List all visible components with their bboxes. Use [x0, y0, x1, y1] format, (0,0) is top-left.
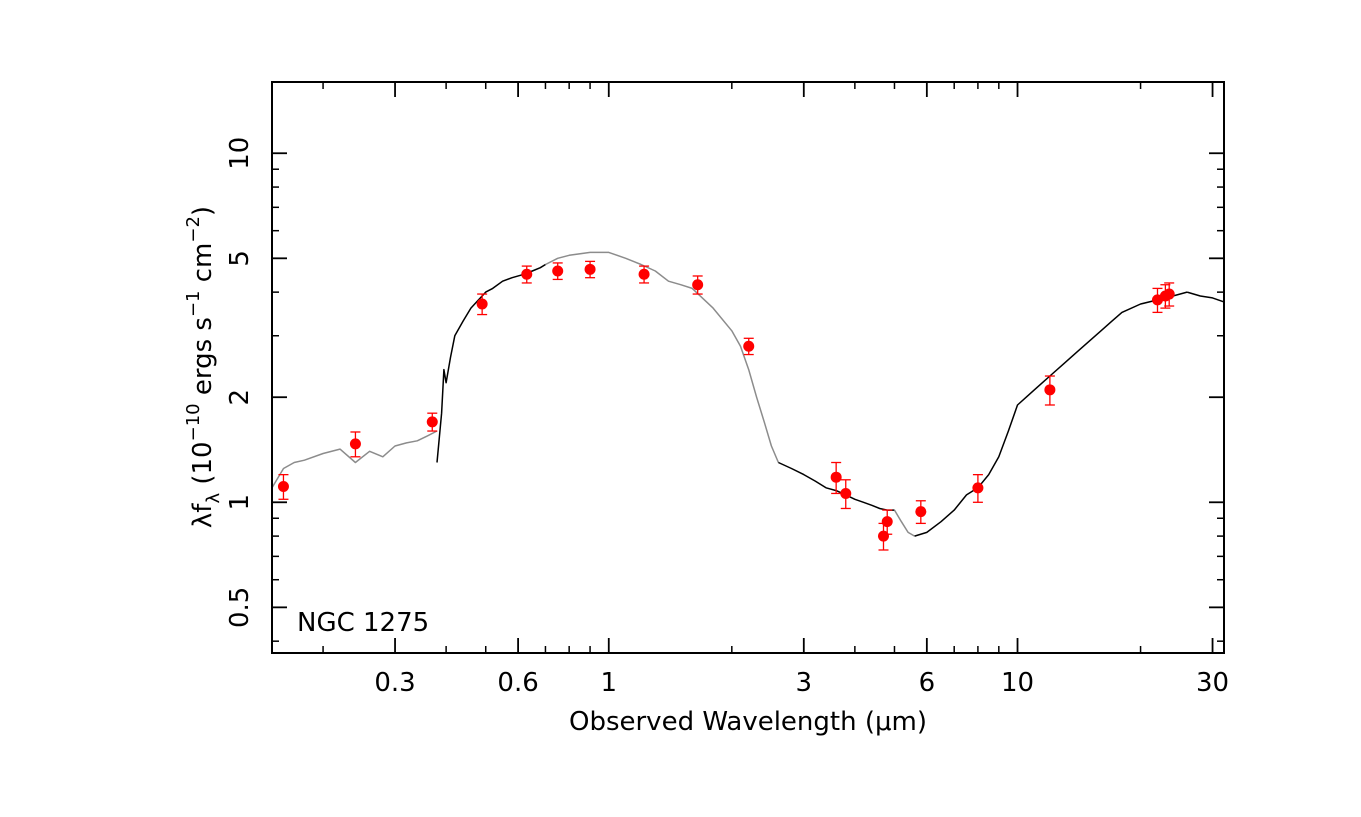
photometry-point [1151, 287, 1163, 314]
y-axis-title-mid1: ergs s [188, 317, 218, 403]
object-annotation: NGC 1275 [297, 608, 429, 638]
y-tick-label: 1 [225, 494, 255, 511]
x-axis-title-mu: μ [875, 707, 892, 737]
series-layer [271, 251, 1225, 537]
x-tick-label: 3 [796, 668, 813, 698]
photometry-marker [972, 482, 984, 494]
tick-labels-layer: 0.3 0.6 1 3 6 10 30 0.5 1 2 5 10 [225, 137, 1229, 698]
photometry-marker [552, 265, 564, 277]
photometry-point [476, 293, 488, 316]
photometry-point [743, 337, 755, 356]
photometry-marker [743, 340, 755, 352]
spectrum-segment-5 [914, 291, 1188, 537]
plot-frame [271, 81, 1225, 654]
y-axis-title-exp1: −10 [183, 403, 204, 441]
photometry-marker [584, 263, 596, 275]
y-axis-title-exp2: −1 [183, 290, 204, 317]
x-axis-title-post: m) [892, 707, 927, 737]
x-tick-label: 6 [919, 668, 936, 698]
photometry-marker [1044, 384, 1056, 396]
photometry-point [426, 412, 438, 432]
y-tick-label: 2 [225, 389, 255, 406]
x-tick-label: 30 [1196, 668, 1229, 698]
x-axis-title: Observed Wavelength (μm) [569, 707, 927, 737]
photometry-point [1163, 282, 1175, 307]
photometry-marker [840, 487, 852, 499]
photometry-marker [915, 506, 927, 518]
x-tick-label: 1 [600, 668, 617, 698]
photometry-marker [521, 268, 533, 280]
photometry-point [584, 260, 596, 279]
spectrum-segment-0 [271, 430, 438, 489]
spectrum-segment-1 [436, 263, 546, 463]
photometry-point [692, 275, 704, 295]
photometry-point [830, 461, 842, 495]
photometry-marker [349, 438, 361, 450]
photometry-point [1044, 375, 1056, 406]
y-axis-title-lambda: λ [188, 513, 218, 528]
photometry-marker [476, 298, 488, 310]
photometry-point [915, 500, 927, 525]
y-axis-title-mid2: cm [188, 243, 218, 291]
photometry-marker [830, 471, 842, 483]
photometry-point [840, 479, 852, 510]
y-axis-title-exp3: −2 [183, 216, 204, 243]
photometry-marker [881, 516, 893, 528]
spectrum-segment-2 [545, 251, 780, 463]
x-tick-label: 0.3 [374, 668, 415, 698]
y-axis-title: λfλ (10−10 ergs s−1 cm−2) [183, 206, 224, 528]
photometry-point [521, 265, 533, 284]
photometry-marker [277, 480, 289, 492]
y-tick-label: 5 [225, 250, 255, 267]
photometry-marker [1163, 288, 1175, 300]
y-tick-label: 10 [225, 137, 255, 170]
spectrum-segment-6 [1186, 291, 1225, 303]
photometry-point [277, 473, 289, 500]
photometry-marker [877, 530, 889, 542]
photometry-point [972, 473, 984, 503]
photometry-point [349, 431, 361, 458]
x-tick-label: 10 [1001, 668, 1034, 698]
ticks-layer [272, 82, 1224, 653]
y-axis-title-sub: λ [203, 493, 224, 504]
photometry-marker [692, 279, 704, 291]
photometry-point [881, 509, 893, 535]
x-tick-label: 0.6 [497, 668, 538, 698]
spectrum-segment-4 [893, 509, 915, 537]
y-axis-title-close: ) [188, 206, 218, 216]
x-axis-title-pre: Observed Wavelength ( [569, 707, 875, 737]
y-axis-title-open: (10 [188, 441, 218, 493]
data-points-layer [277, 260, 1175, 551]
photometry-marker [426, 416, 438, 428]
photometry-marker [638, 268, 650, 280]
photometry-point [638, 265, 650, 284]
photometry-point [552, 262, 564, 281]
y-axis-title-f: f [188, 503, 218, 513]
y-tick-label: 0.5 [225, 587, 255, 628]
